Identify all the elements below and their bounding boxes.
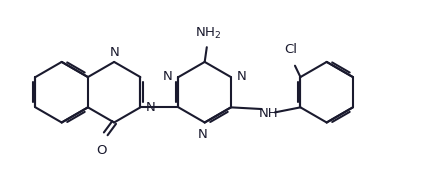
Text: N: N: [146, 101, 155, 114]
Text: N: N: [163, 70, 173, 83]
Text: Cl: Cl: [284, 43, 297, 56]
Text: NH: NH: [258, 107, 278, 120]
Text: O: O: [96, 143, 107, 156]
Text: N: N: [198, 128, 208, 141]
Text: NH$_2$: NH$_2$: [195, 26, 221, 41]
Text: N: N: [236, 70, 246, 83]
Text: N: N: [109, 46, 119, 59]
